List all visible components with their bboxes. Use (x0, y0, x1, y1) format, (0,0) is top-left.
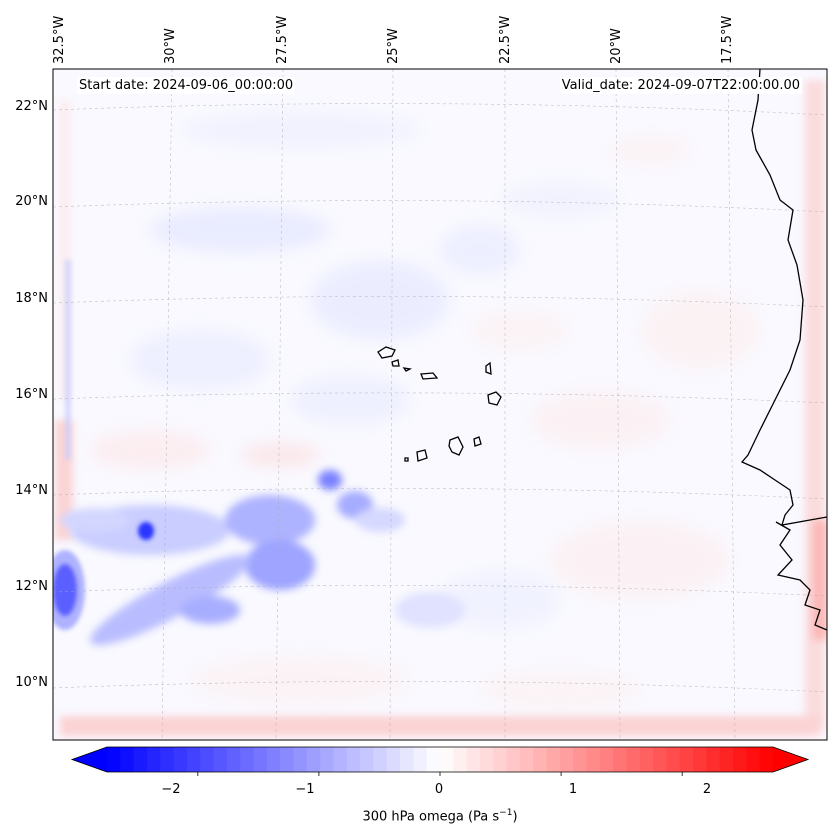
colorbar-segment (120, 747, 135, 772)
africa-coastline (740, 69, 827, 631)
colorbar-segment (173, 747, 188, 772)
colorbar-segment (213, 747, 228, 772)
lat-label-22n: 22°N (15, 99, 48, 114)
colorbar-segment (107, 747, 121, 772)
map-frame (52, 68, 828, 741)
lat-label-14n: 14°N (15, 483, 48, 498)
colorbar-segment (306, 747, 321, 772)
colorbar-segment (240, 747, 255, 772)
lat-label-20n: 20°N (15, 194, 48, 209)
colorbar-segment (186, 747, 201, 772)
lon-label-27.5w: 27.5°W (275, 15, 290, 64)
colorbar (70, 746, 810, 773)
colorbar-segment (546, 747, 561, 772)
colorbar-segment (573, 747, 588, 772)
lon-label-25w: 25°W (386, 28, 401, 64)
colorbar-segment (719, 747, 734, 772)
colorbar-segment (586, 747, 601, 772)
colorbar-segment (759, 747, 774, 772)
colorbar-segment (266, 747, 281, 772)
colorbar-segment (706, 747, 721, 772)
omega-field (53, 69, 827, 740)
colorbar-segment (200, 747, 215, 772)
colorbar-segment (613, 747, 628, 772)
colorbar-segment (346, 747, 361, 772)
colorbar-segment (426, 747, 441, 772)
colorbar-segment (506, 747, 521, 772)
valid-date-label: Valid_date: 2024-09-07T22:00:00.00 (559, 77, 802, 94)
colorbar-ticks (197, 772, 683, 776)
lon-label-22.5w: 22.5°W (498, 15, 513, 64)
colorbar-segment (146, 747, 161, 772)
colorbar-tick-label: 0 (434, 782, 444, 797)
colorbar-extend-high (773, 747, 808, 772)
colorbar-title: 300 hPa omega (Pa s−1) (362, 808, 518, 825)
colorbar-segment (320, 747, 335, 772)
colorbar-segment (133, 747, 148, 772)
colorbar-segment (693, 747, 707, 772)
colorbar-segment (493, 747, 508, 772)
lon-label-32.5w: 32.5°W (52, 15, 67, 64)
colorbar-segment (293, 747, 308, 772)
lat-label-16n: 16°N (15, 387, 48, 402)
colorbar-segment (733, 747, 747, 772)
colorbar-segment (479, 747, 494, 772)
lon-label-30w: 30°W (163, 28, 178, 64)
lat-label-18n: 18°N (15, 291, 48, 306)
lat-label-10n: 10°N (15, 675, 48, 690)
colorbar-segment (666, 747, 681, 772)
colorbar-segment (360, 747, 374, 772)
colorbar-segment (373, 747, 388, 772)
colorbar-tick-label: −2 (161, 782, 181, 797)
lat-label-12n: 12°N (15, 579, 48, 594)
colorbar-segment (466, 747, 481, 772)
colorbar-segment (253, 747, 268, 772)
cape-verde-islands (377, 346, 502, 462)
colorbar-segment (400, 747, 414, 772)
colorbar-segment (653, 747, 668, 772)
lon-label-17.5w: 17.5°W (720, 15, 735, 64)
colorbar-segment (639, 747, 654, 772)
colorbar-segment (746, 747, 761, 772)
start-date-label: Start date: 2024-09-06_00:00:00 (77, 77, 296, 94)
colorbar-segment (413, 747, 428, 772)
colorbar-segment (333, 747, 348, 772)
colorbar-tick-label: 2 (702, 782, 712, 797)
colorbar-tick-label: 1 (568, 782, 578, 797)
colorbar-tick-label: −1 (295, 782, 315, 797)
colorbar-segment (386, 747, 401, 772)
colorbar-segment (519, 747, 534, 772)
colorbar-segment (599, 747, 614, 772)
colorbar-segment (453, 747, 468, 772)
colorbar-outline (70, 746, 810, 773)
colorbar-segment (226, 747, 241, 772)
colorbar-segment (280, 747, 295, 772)
colorbar-segment (559, 747, 574, 772)
colorbar-segment (679, 747, 694, 772)
colorbar-segment (440, 747, 454, 772)
colorbar-extend-low (72, 747, 107, 772)
colorbar-segment (160, 747, 175, 772)
colorbar-segment (626, 747, 641, 772)
colorbar-segment (533, 747, 548, 772)
graticule (53, 69, 827, 740)
lon-label-20w: 20°W (609, 28, 624, 64)
